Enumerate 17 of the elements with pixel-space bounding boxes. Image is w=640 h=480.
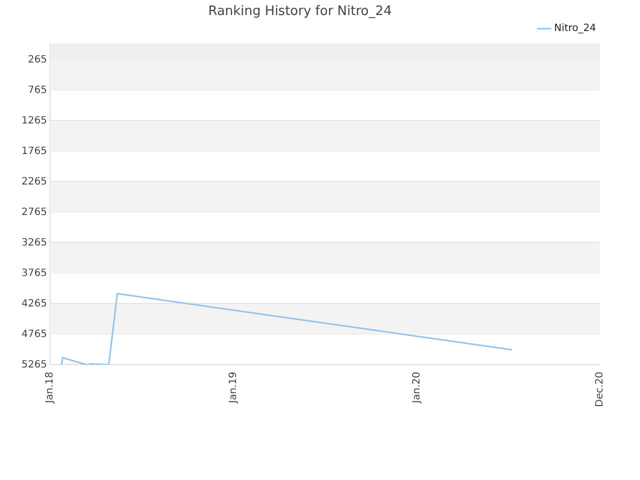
chart-title: Ranking History for Nitro_24 (208, 4, 392, 20)
y-tick-label: 4765 (22, 328, 47, 340)
x-tick-label: Jan.18 (44, 372, 56, 404)
x-tick-label: Dec.20 (594, 372, 606, 408)
legend-label: Nitro_24 (554, 23, 596, 34)
y-tick-label: 5265 (22, 359, 47, 370)
y-tick-label: 2765 (22, 206, 47, 218)
y-tick-label: 3765 (22, 268, 47, 279)
y-tick-label: 1265 (22, 115, 47, 126)
x-tick-label: Jan.19 (228, 372, 239, 404)
x-tick-label: Jan.20 (411, 372, 422, 404)
y-tick-label: 4265 (22, 298, 47, 310)
y-tick-label: 2265 (22, 176, 47, 188)
y-tick-label: 1765 (22, 146, 47, 157)
y-tick-label: 265 (28, 54, 47, 66)
y-tick-label: 3265 (22, 237, 47, 248)
y-tick-label: 765 (28, 84, 47, 96)
